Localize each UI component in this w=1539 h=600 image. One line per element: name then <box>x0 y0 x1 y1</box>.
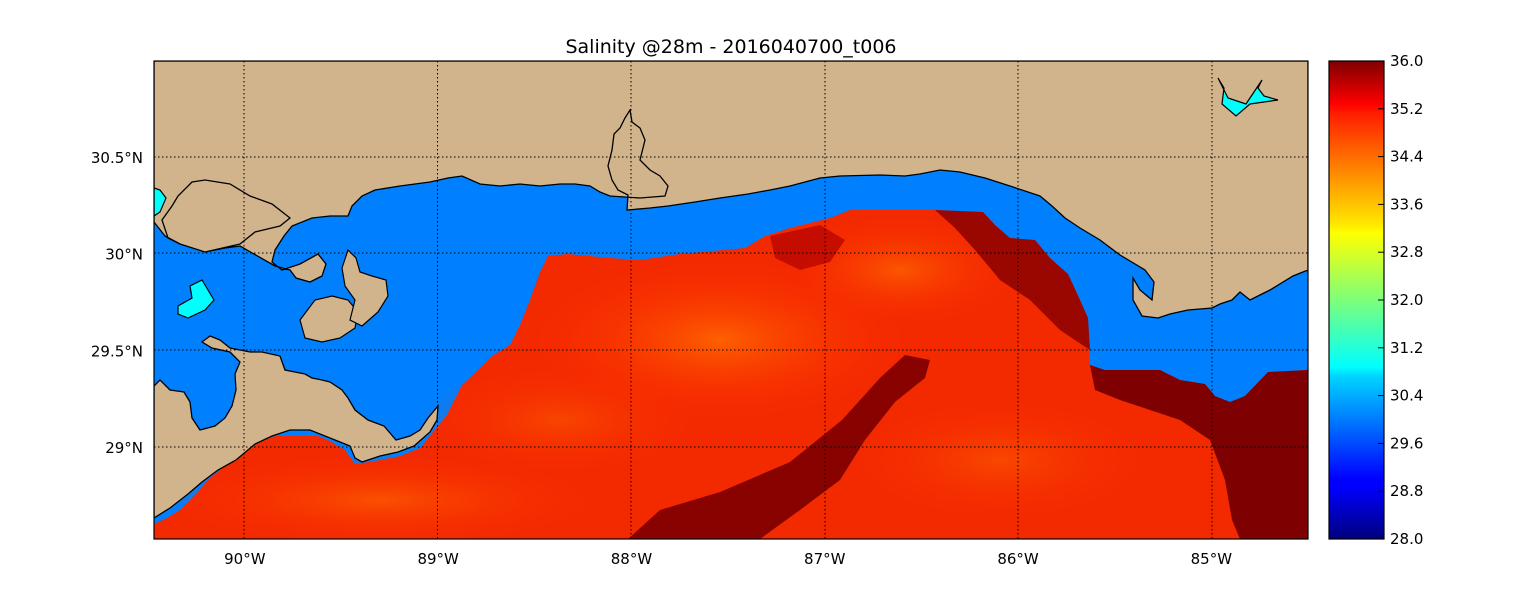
longitude-label: 89°W <box>417 550 459 568</box>
colorbar-label: 35.2 <box>1390 100 1423 118</box>
colorbar-label: 32.8 <box>1390 243 1423 261</box>
map-title: Salinity @28m - 2016040700_t006 <box>565 36 897 58</box>
orange-eddy <box>850 400 1150 520</box>
lake <box>154 187 167 217</box>
lake <box>177 279 215 319</box>
longitude-label: 85°W <box>1191 550 1233 568</box>
latitude-label: 29.5°N <box>91 342 143 360</box>
colorbar-labels: 36.0 35.2 34.4 33.6 32.8 32.0 31.2 30.4 29.6 28.8… <box>1378 52 1423 548</box>
graticule <box>154 61 1308 539</box>
map-frame <box>153 60 1309 540</box>
land-delta <box>341 248 389 327</box>
latitude-label: 30°N <box>105 246 143 264</box>
orange-eddy <box>160 455 600 539</box>
map-area <box>154 61 1308 539</box>
colorbar-label: 28.8 <box>1390 482 1423 500</box>
salinity-field-max-northeast <box>935 210 1090 350</box>
salinity-field-dark-swirl <box>770 225 845 270</box>
colorbar-label: 32.0 <box>1390 291 1423 309</box>
colorbar-label: 29.6 <box>1390 434 1423 452</box>
colorbar-label: 31.2 <box>1390 339 1423 357</box>
land <box>154 61 1308 319</box>
colorbar-label: 34.4 <box>1390 148 1423 166</box>
orange-eddy <box>420 365 700 475</box>
lake <box>1217 77 1279 117</box>
latitude-label: 29°N <box>105 439 143 457</box>
longitude-label: 87°W <box>804 550 846 568</box>
longitude-label: 88°W <box>611 550 653 568</box>
salinity-field-max-band <box>628 355 930 539</box>
colorbar <box>1328 60 1385 540</box>
land-southwest <box>154 335 439 519</box>
longitude-labels: 90°W 89°W 88°W 87°W 86°W 85°W <box>224 550 1232 568</box>
longitude-label: 90°W <box>224 550 266 568</box>
colorbar-label: 36.0 <box>1390 52 1423 70</box>
colorbar-label: 33.6 <box>1390 195 1423 213</box>
colorbar-label: 28.0 <box>1390 530 1423 548</box>
latitude-labels: 30.5°N 30°N 29.5°N 29°N <box>91 149 143 457</box>
longitude-label: 86°W <box>997 550 1039 568</box>
colorbar-label: 30.4 <box>1390 387 1423 405</box>
salinity-field-max-east <box>1090 365 1308 539</box>
latitude-label: 30.5°N <box>91 149 143 167</box>
